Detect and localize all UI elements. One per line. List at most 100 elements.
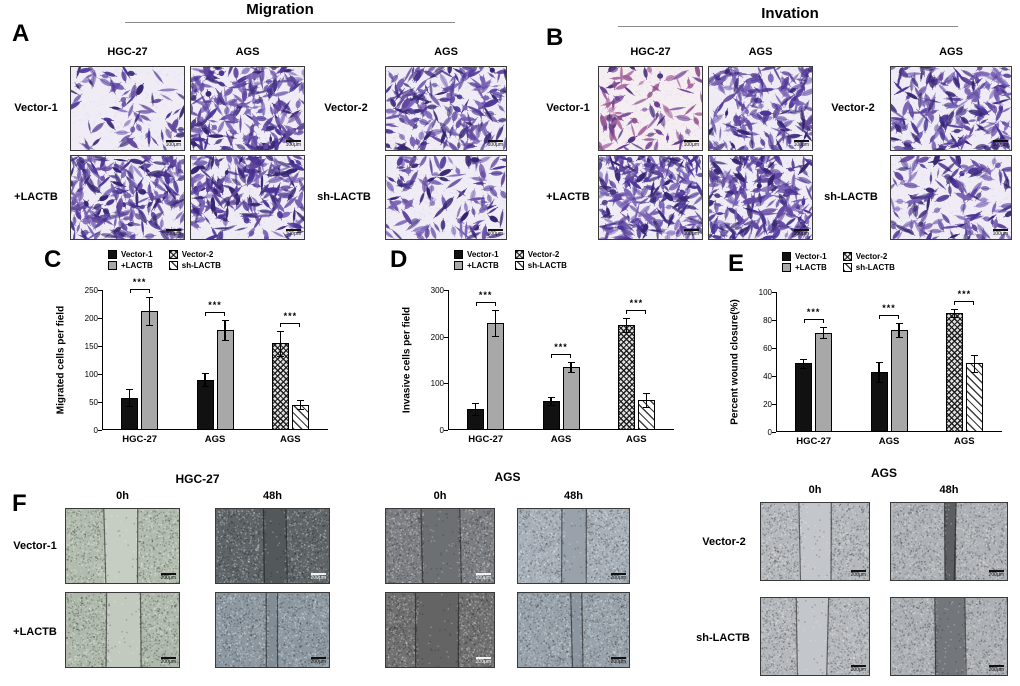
wound-healing-photo (891, 598, 1007, 675)
ytick-mark (772, 292, 776, 293)
wound-healing-photo (761, 598, 869, 675)
panel-f-timepoint-48h-g2: 48h (564, 490, 583, 502)
transwell-stain-photo (386, 156, 506, 239)
panel-a-col-header-ags: AGS (235, 46, 260, 58)
err-line (570, 362, 572, 372)
ytick-label: 0 (93, 426, 98, 435)
transwell-stain-photo (599, 67, 702, 150)
legend-swatch (842, 252, 852, 261)
legend-swatch (842, 263, 852, 272)
wound-healing-photo (518, 593, 629, 667)
wound-image-lactb-ags-48h: 200μm (517, 592, 630, 668)
transwell-stain-photo (599, 156, 702, 239)
legend-label: Vector-1 (795, 252, 827, 261)
err-cap (472, 414, 480, 416)
wound-healing-photo (216, 509, 329, 583)
scale-bar: 100μm (992, 140, 1008, 148)
err-cap (895, 336, 903, 338)
legend-swatch (782, 263, 791, 272)
sig-bracket (954, 300, 975, 305)
legend-item: Vector-1 (454, 250, 499, 259)
wound-image-vector2-ags-48h: 200μm (890, 502, 1008, 581)
panel-a-row-label-vector1: Vector-1 (14, 102, 58, 114)
scale-bar: 100μm (992, 229, 1008, 237)
sig-bracket (129, 289, 150, 294)
ytick-mark (772, 348, 776, 349)
ytick-mark (98, 318, 102, 319)
micrograph-invasion-vector2-ags: 100μm (890, 66, 1012, 151)
sig-stars: *** (478, 289, 493, 300)
axis (776, 292, 1002, 432)
ytick-label: 100 (84, 370, 98, 379)
legend-label: Vector-2 (181, 250, 214, 259)
micrograph-migration-vector1-ags: 100μm (190, 66, 305, 151)
err-line (550, 397, 552, 405)
wound-healing-photo (518, 509, 629, 583)
xlabel: HGC-27 (122, 434, 158, 445)
ytick-label: 80 (763, 316, 772, 325)
bar-+LACTB (815, 332, 833, 432)
micrograph-invasion-shlactb-ags: 100μm (890, 155, 1012, 240)
panel-b-col-header-hgc27: HGC-27 (630, 46, 671, 58)
panel-f-group-header-ags-2: AGS (870, 466, 897, 480)
err-cap (950, 308, 958, 310)
err-cap (146, 325, 154, 327)
ytick-mark (444, 383, 448, 385)
bar-+LACTB (141, 311, 159, 430)
ytick-label: 0 (439, 426, 444, 435)
panel-b-col-header-ags: AGS (748, 46, 773, 58)
ytick-mark (444, 430, 448, 431)
panel-f-row-label-lactb: +LACTB (13, 626, 57, 638)
err-cap (276, 330, 284, 332)
err-line (149, 297, 151, 326)
wound-image-vector1-hgc27-0h: 200μm (65, 508, 180, 584)
panel-c-letter: C (44, 246, 62, 273)
bar-+LACTB (890, 329, 908, 432)
wound-healing-photo (761, 503, 869, 580)
scale-bar: 100μm (165, 140, 181, 148)
err-cap (970, 371, 978, 373)
panel-a-row-label-shlactb: sh-LACTB (317, 191, 371, 203)
legend-item: +LACTB (782, 263, 827, 272)
micrograph-invasion-lactb-hgc27: 100μm (598, 155, 703, 240)
scale-bar: 100μm (683, 140, 699, 148)
panel-a-letter: A (12, 20, 30, 47)
ytick-mark (772, 404, 776, 405)
legend-item: Vector-1 (782, 252, 827, 261)
err-line (224, 320, 226, 341)
err-line (129, 389, 131, 406)
panel-a-col-header-hgc27: HGC-27 (107, 46, 148, 58)
err-cap (547, 404, 555, 406)
scale-bar: 100μm (793, 140, 809, 148)
panel-b-row-label-vector1: Vector-1 (546, 102, 590, 114)
micrograph-invasion-vector1-hgc27: 100μm (598, 66, 703, 151)
err-cap (126, 389, 134, 391)
wound-image-vector1-hgc27-48h: 200μm (215, 508, 330, 584)
panel-b-col-header-ags-2: AGS (939, 46, 963, 58)
scale-bar: 200μm (610, 573, 626, 581)
err-cap (642, 406, 650, 408)
err-line (803, 359, 805, 368)
scale-bar: 200μm (475, 573, 491, 581)
panel-b-row-label-lactb: +LACTB (546, 191, 590, 203)
bar-sh-LACTB (637, 399, 655, 430)
transwell-stain-photo (71, 156, 184, 239)
legend-item: +LACTB (108, 261, 153, 270)
wound-image-vector2-ags-0h: 200μm (760, 502, 870, 581)
xlabel: AGS (878, 436, 900, 447)
err-line (878, 362, 880, 382)
scale-bar: 100μm (487, 229, 503, 237)
bar-sh-LACTB (291, 404, 309, 430)
wound-healing-photo (66, 509, 179, 583)
err-cap (492, 335, 500, 337)
panel-f-row-label-vector2: Vector-2 (702, 536, 746, 548)
err-cap (472, 403, 480, 405)
legend-label: sh-LACTB (527, 261, 567, 270)
err-cap (276, 355, 284, 357)
axis (102, 290, 328, 430)
legend-item: Vector-2 (168, 250, 221, 259)
legend-label: +LACTB (121, 261, 153, 270)
err-cap (567, 371, 575, 373)
err-cap (970, 355, 978, 356)
sig-bracket (626, 310, 647, 314)
